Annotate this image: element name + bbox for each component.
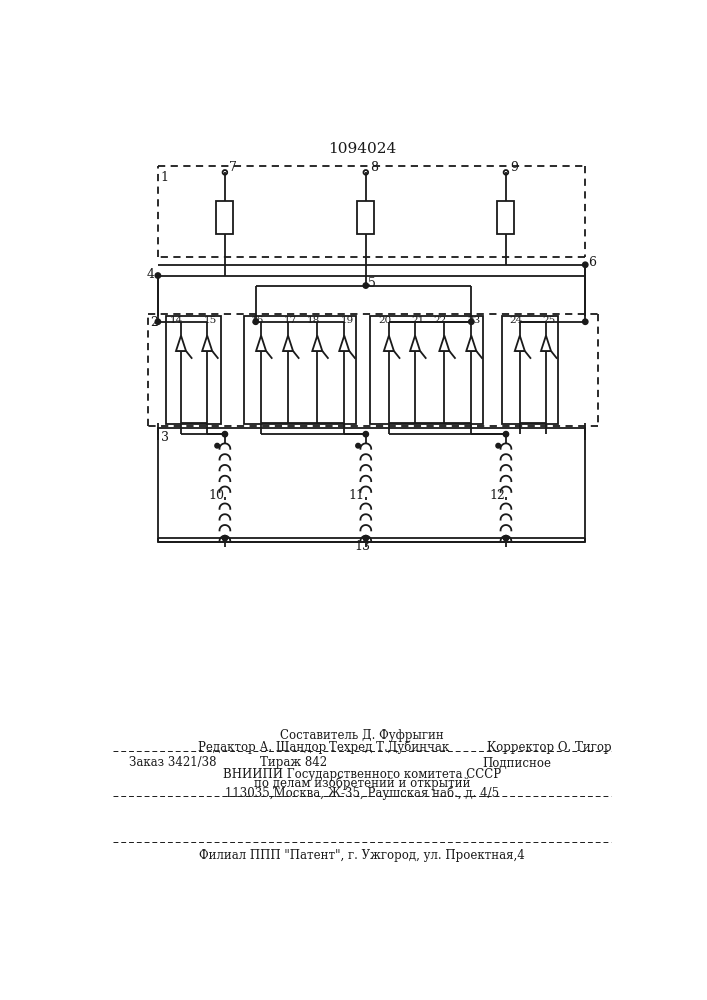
Polygon shape [439, 336, 450, 351]
Polygon shape [202, 336, 212, 351]
Circle shape [363, 283, 368, 288]
Circle shape [156, 319, 160, 324]
Circle shape [215, 443, 219, 448]
Text: 10: 10 [208, 489, 224, 502]
Text: 1094024: 1094024 [328, 142, 396, 156]
Text: Техред Т.Дубинчак: Техред Т.Дубинчак [329, 741, 449, 754]
Text: Заказ 3421/38: Заказ 3421/38 [129, 756, 216, 769]
Text: 23: 23 [467, 316, 481, 325]
Text: по делам изобретений и открытий: по делам изобретений и открытий [254, 777, 470, 790]
Circle shape [363, 431, 368, 437]
Bar [357, 201, 374, 234]
Text: 22: 22 [433, 316, 447, 325]
Circle shape [356, 443, 361, 448]
Text: 1: 1 [160, 171, 168, 184]
Text: Подписное: Подписное [483, 756, 552, 769]
Text: 8: 8 [370, 161, 378, 174]
Circle shape [583, 262, 588, 267]
Text: 21: 21 [411, 316, 424, 325]
Text: 25: 25 [542, 316, 556, 325]
Text: Корректор О. Тигор: Корректор О. Тигор [486, 741, 612, 754]
Text: 18: 18 [307, 316, 320, 325]
Text: Тираж 842: Тираж 842 [259, 756, 327, 769]
Circle shape [503, 535, 508, 541]
Bar [498, 201, 515, 234]
Text: 6: 6 [588, 256, 596, 269]
Circle shape [222, 535, 228, 541]
Text: Филиал ППП "Патент", г. Ужгород, ул. Проектная,4: Филиал ППП "Патент", г. Ужгород, ул. Про… [199, 849, 525, 862]
Text: 12: 12 [489, 489, 505, 502]
Polygon shape [339, 336, 349, 351]
Text: 17: 17 [284, 316, 298, 325]
Text: 11: 11 [349, 489, 365, 502]
Circle shape [503, 431, 508, 437]
Text: 7: 7 [229, 161, 237, 174]
Circle shape [253, 319, 258, 324]
Circle shape [156, 273, 160, 278]
Text: 5: 5 [368, 277, 376, 290]
Text: 16: 16 [250, 316, 264, 325]
Text: 2: 2 [150, 316, 158, 329]
Text: 3: 3 [161, 431, 169, 444]
Circle shape [222, 431, 228, 437]
Bar [502, 316, 559, 424]
Text: 4: 4 [147, 267, 155, 280]
Polygon shape [283, 336, 293, 351]
Text: 19: 19 [340, 316, 354, 325]
Text: Редактор А. Шандор: Редактор А. Шандор [198, 741, 326, 754]
Text: 9: 9 [510, 161, 518, 174]
Text: 15: 15 [204, 316, 216, 325]
Text: ВНИИПИ Государственного комитета СССР: ВНИИПИ Государственного комитета СССР [223, 768, 501, 781]
Bar [216, 201, 233, 234]
Polygon shape [541, 336, 551, 351]
Polygon shape [312, 336, 322, 351]
Text: 113035,Москва, Ж-35, Раушская наб., д. 4/5: 113035,Москва, Ж-35, Раушская наб., д. 4… [225, 786, 499, 800]
Polygon shape [515, 336, 525, 351]
Bar [244, 316, 356, 424]
Polygon shape [410, 336, 420, 351]
Circle shape [583, 319, 588, 324]
Text: Составитель Д. Фуфрыгин: Составитель Д. Фуфрыгин [280, 730, 444, 742]
Polygon shape [467, 336, 477, 351]
Bar [370, 316, 483, 424]
Text: 14: 14 [170, 316, 184, 325]
Bar [158, 428, 585, 542]
Polygon shape [176, 336, 186, 351]
Circle shape [496, 443, 501, 448]
Text: 20: 20 [378, 316, 392, 325]
Circle shape [363, 535, 368, 541]
Bar [166, 316, 221, 424]
Polygon shape [256, 336, 266, 351]
Text: 24: 24 [509, 316, 522, 325]
Text: 13: 13 [354, 540, 370, 553]
Circle shape [469, 319, 474, 324]
Polygon shape [384, 336, 394, 351]
